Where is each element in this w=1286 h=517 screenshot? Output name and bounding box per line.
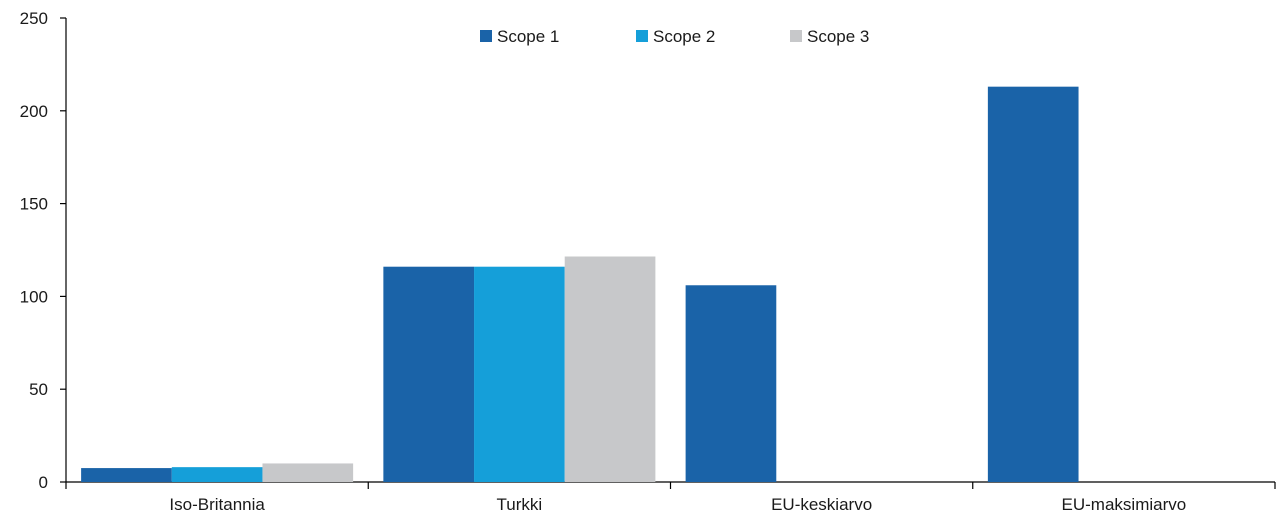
bar-scope-1 xyxy=(988,87,1079,482)
y-tick-label: 0 xyxy=(39,473,48,492)
legend-label: Scope 2 xyxy=(653,27,715,46)
bar-scope-3 xyxy=(565,256,656,482)
legend-swatch xyxy=(480,30,492,42)
bar-scope-2 xyxy=(474,267,565,482)
bar-scope-3 xyxy=(262,463,353,482)
x-tick-label: Turkki xyxy=(497,495,543,514)
y-tick-label: 250 xyxy=(20,9,48,28)
x-tick-label: Iso-Britannia xyxy=(169,495,265,514)
legend-swatch xyxy=(636,30,648,42)
bar-scope-1 xyxy=(686,285,777,482)
x-tick-label: EU-keskiarvo xyxy=(771,495,872,514)
legend: Scope 1 Scope 2 Scope 3 xyxy=(480,27,869,46)
legend-label: Scope 3 xyxy=(807,27,869,46)
bar-scope-1 xyxy=(383,267,474,482)
bar-scope-1 xyxy=(81,468,172,482)
legend-swatch xyxy=(790,30,802,42)
y-tick-label: 200 xyxy=(20,102,48,121)
y-tick-label: 50 xyxy=(29,380,48,399)
y-tick-label: 150 xyxy=(20,195,48,214)
y-tick-label: 100 xyxy=(20,287,48,306)
bar-scope-2 xyxy=(172,467,263,482)
legend-label: Scope 1 xyxy=(497,27,559,46)
bars xyxy=(81,87,1078,482)
x-tick-label: EU-maksimiarvo xyxy=(1062,495,1187,514)
